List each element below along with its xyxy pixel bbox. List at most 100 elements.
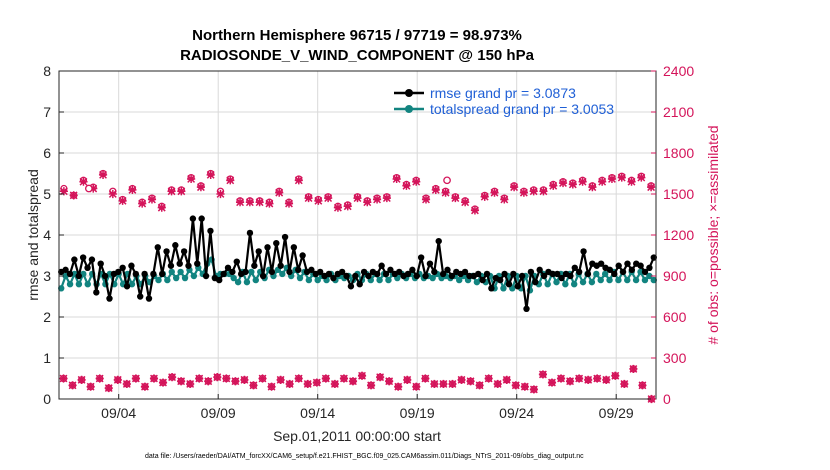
x-tick-label-3: 09/19 (400, 405, 435, 421)
obs-assimilated-low-point-55 (556, 374, 566, 383)
obs-assimilated-low-point-3 (86, 382, 95, 391)
totalspread-point-0 (58, 285, 65, 292)
totalspread-point-24 (164, 276, 171, 284)
rmse-point-64 (338, 268, 346, 276)
rmse-point-52 (286, 268, 293, 276)
obs-assimilated-point-37 (421, 195, 431, 204)
rmse-point-101 (501, 270, 508, 278)
obs-assimilated-point-2 (79, 177, 88, 186)
totalspread-point-118 (579, 278, 587, 286)
totalspread-point-84 (429, 274, 436, 282)
rmse-point-54 (295, 266, 302, 274)
totalspread-point-39 (230, 274, 237, 282)
totalspread-point-114 (562, 281, 569, 288)
rmse-point-93 (466, 272, 473, 280)
obs-assimilated-point-49 (539, 187, 548, 196)
rmse-point-70 (365, 272, 372, 280)
footnote-data-file: data file: /Users/raeder/DAI/ATM_forcXX/… (145, 453, 584, 460)
totalspread-point-2 (66, 281, 74, 288)
obs-assimilated-low-point-60 (602, 375, 611, 384)
rmse-point-32 (198, 215, 205, 222)
obs-assimilated-low-point-23 (267, 382, 276, 391)
rmse-point-40 (233, 258, 240, 265)
rmse-point-50 (277, 262, 284, 269)
rmse-point-118 (575, 268, 583, 276)
rmse-point-89 (448, 272, 456, 280)
totalspread-point-130 (632, 276, 640, 284)
obs-assimilated-low-point-12 (167, 373, 177, 382)
obs-assimilated-point-42 (470, 206, 480, 215)
rmse-point-119 (580, 248, 587, 255)
obs-assimilated-point-22 (275, 188, 284, 197)
rmse-point-34 (207, 227, 214, 235)
obs-assimilated-low-point-1 (68, 381, 77, 390)
rmse-point-109 (536, 266, 543, 274)
obs-assimilated-low-point-37 (394, 382, 403, 391)
obs-hollow-marker-0 (85, 184, 93, 193)
rmse-point-2 (66, 270, 74, 278)
rmse-point-39 (229, 268, 236, 276)
obs-assimilated-point-4 (98, 170, 108, 179)
totalspread-point-26 (172, 274, 180, 282)
rmse-point-110 (540, 272, 548, 280)
totalspread-point-112 (553, 278, 560, 286)
rmse-point-114 (558, 274, 565, 282)
obs-assimilated-low-point-54 (547, 378, 557, 387)
obs-assimilated-low-point-36 (385, 377, 394, 386)
rmse-point-72 (374, 270, 381, 278)
rmse-point-57 (308, 266, 315, 274)
obs-assimilated-point-43 (480, 192, 489, 201)
axis-ticks: 09/04 09/09 09/14 09/19 09/24 09/29 0 1 2 3 4 5 6 7 8 0… (43, 63, 694, 421)
totalspread-point-133 (646, 272, 653, 280)
obs-assimilated-low-point-16 (204, 377, 213, 386)
rmse-point-27 (176, 260, 183, 267)
rmse-point-37 (220, 270, 227, 278)
obs-assimilated-low-point-64 (638, 381, 647, 390)
obs-assimilated-point-16 (216, 189, 225, 199)
totalspread-point-132 (641, 276, 649, 284)
obs-assimilated-low-point-6 (113, 375, 122, 384)
rmse-point-79 (404, 270, 412, 278)
obs-assimilated-point-58 (627, 177, 636, 186)
obs-assimilated-point-29 (343, 202, 352, 211)
obs-assimilated-low-point-57 (575, 374, 584, 383)
obs-assimilated-low-point-17 (213, 373, 222, 382)
obs-assimilated-low-point-24 (276, 375, 285, 384)
rmse-point-69 (360, 268, 368, 276)
rmse-point-127 (615, 262, 622, 269)
y-left-tick-label-4: 4 (43, 227, 51, 243)
obs-assimilated-low-point-59 (593, 374, 602, 383)
legend: rmse grand pr = 3.0873 totalspread grand… (394, 85, 614, 117)
obs-assimilated-low-point-4 (95, 374, 104, 383)
obs-assimilated-point-36 (412, 177, 421, 186)
obs-assimilated-point-50 (549, 181, 558, 190)
totalspread-point-90 (456, 276, 463, 284)
obs-assimilated-low-point-26 (294, 374, 303, 383)
x-tick-label-1: 09/09 (201, 405, 236, 421)
obs-assimilated-low-point-25 (285, 379, 294, 389)
rmse-point-85 (431, 268, 438, 276)
obs-assimilated-low-point-61 (611, 371, 620, 380)
obs-assimilated-point-35 (402, 181, 411, 190)
rmse-point-133 (641, 268, 649, 276)
obs-assimilated-low-point-21 (249, 381, 258, 390)
rmse-point-66 (347, 283, 355, 290)
y-right-tick-label-6: 1800 (663, 145, 694, 161)
obs-assimilated-point-39 (441, 188, 450, 197)
x-tick-label-0: 09/04 (101, 405, 136, 421)
rmse-point-100 (496, 276, 504, 284)
obs-assimilated-point-5 (108, 189, 117, 199)
rmse-point-104 (514, 283, 521, 290)
obs-assimilated-low-point-39 (412, 382, 421, 391)
obs-assimilated-low-point-35 (376, 373, 385, 382)
obs-assimilated-point-46 (510, 183, 519, 192)
x-tick-label-5: 09/29 (599, 405, 634, 421)
totalspread-point-16 (128, 281, 136, 288)
totalspread-point-131 (637, 268, 644, 276)
rmse-point-75 (387, 266, 394, 274)
y-right-tick-label-7: 2100 (663, 104, 694, 120)
rmse-point-53 (290, 244, 298, 251)
obs-assimilated-point-44 (490, 188, 499, 197)
obs-assimilated-low-point-44 (457, 375, 466, 384)
